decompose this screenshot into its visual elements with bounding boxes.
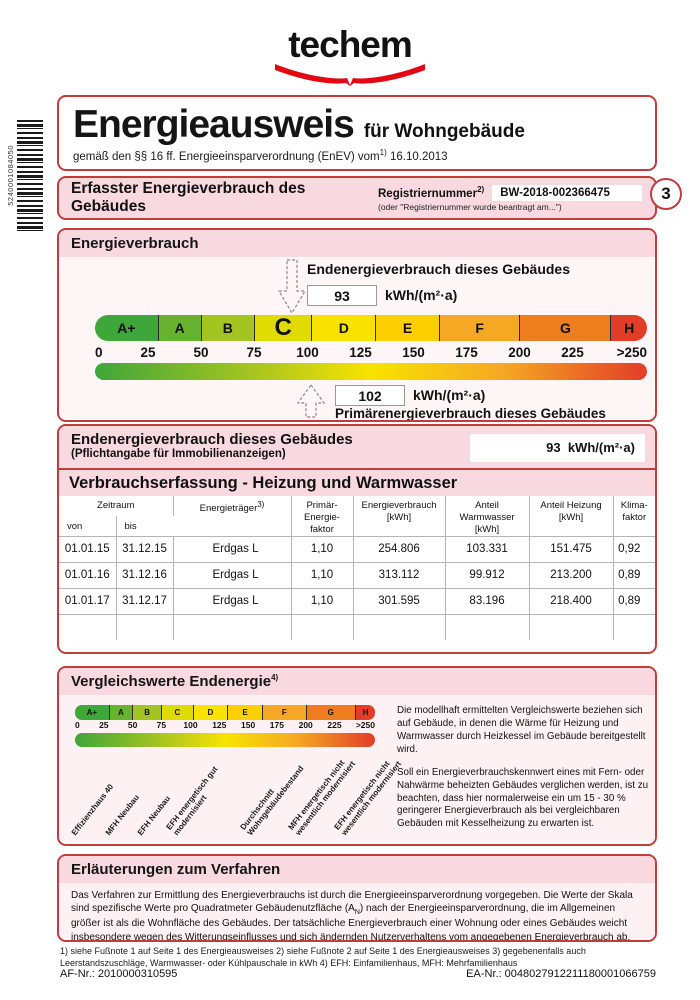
document-title: Energieausweis: [73, 103, 355, 146]
table-row: 01.01.16 31.12.16 Erdgas L 1,10 313.112 99.…: [59, 561, 655, 589]
end-energy-value: 93: [307, 285, 377, 306]
primary-energy-unit: kWh/(m²·a): [413, 387, 486, 403]
scale-gradient-bar: [95, 363, 647, 380]
col-header-energieverbrauch: Energieverbrauch [kWh]: [353, 496, 446, 537]
col-header-bis: bis: [124, 520, 137, 532]
scale-band: G: [520, 315, 612, 341]
scale-band: F: [439, 315, 521, 341]
explanation-text: Das Verfahren zur Ermittlung des Energie…: [59, 883, 655, 940]
col-header-primaerenergiefaktor: Primär- Energie- faktor: [291, 496, 354, 537]
col-header-von: von: [59, 516, 117, 537]
scale-band: A: [158, 315, 202, 341]
scale-band: A: [109, 705, 134, 720]
registration-note: (oder "Registriernummer wurde beantragt …: [378, 201, 562, 212]
scale-band: F: [262, 705, 307, 720]
comparison-paragraph-2: Soll ein Energieverbrauchskennwert eines…: [397, 766, 649, 830]
comparison-text: Die modellhaft ermittelten Vergleichswer…: [397, 705, 649, 831]
registration-number: BW-2018-002366475: [492, 184, 643, 201]
footnotes: 1) siehe Fußnote 1 auf Seite 1 des Energ…: [60, 946, 656, 969]
footnote-marker: 1): [379, 147, 387, 157]
scale-band: D: [193, 705, 229, 720]
primary-energy-label: Primärenergieverbrauch dieses Gebäudes: [335, 406, 606, 421]
comparison-paragraph-1: Die modellhaft ermittelten Vergleichswer…: [397, 705, 646, 755]
scale-band: B: [133, 705, 163, 720]
comparison-box: Vergleichswerte Endenergie4) A+ A B C D …: [57, 666, 657, 846]
explanation-section-title: Erläuterungen zum Verfahren: [59, 856, 655, 883]
footnotes-line2: Leerstandszuschläge, Warmwasser- oder Kü…: [60, 957, 518, 968]
scale-band: E: [376, 315, 440, 341]
scale-band-current: C: [254, 315, 313, 341]
scale-band: G: [306, 705, 356, 720]
end-energy-banner: Endenergieverbrauch dieses Gebäudes (Pfl…: [59, 426, 655, 470]
footnotes-line1: 1) siehe Fußnote 1 auf Seite 1 des Energ…: [60, 946, 586, 956]
scale-band: B: [201, 315, 255, 341]
table-row: 01.01.15 31.12.15 Erdgas L 1,10 254.806 103…: [59, 535, 655, 563]
techem-swoosh-icon: [275, 64, 425, 86]
energy-scale-area: Endenergieverbrauch dieses Gebäudes 93 k…: [59, 257, 655, 421]
page-number-badge: 3: [650, 178, 682, 210]
scale-band: A+: [75, 705, 110, 720]
scale-band: A+: [95, 315, 159, 341]
section-header-title: Erfasster Energieverbrauch des Gebäudes: [71, 180, 306, 215]
comparison-body: A+ A B C D E F G H 0 25 50 75 100 125: [59, 695, 655, 841]
explanation-box: Erläuterungen zum Verfahren Das Verfahre…: [57, 854, 657, 942]
regulation-line: gemäß den §§ 16 ff. Energieeinsparverord…: [73, 147, 448, 163]
col-header-energietraeger: Energieträger3): [173, 496, 292, 537]
primary-energy-value: 102: [335, 385, 405, 406]
registration-label: Registriernummer2): [378, 185, 485, 200]
scale-band: H: [611, 315, 647, 341]
comparison-section-title: Vergleichswerte Endenergie4): [59, 668, 655, 695]
table-row: 01.01.17 31.12.17 Erdgas L 1,10 301.595 83.…: [59, 587, 655, 615]
barcode-block: 5240001084050: [6, 118, 43, 233]
regulation-date: 16.10.2013: [389, 150, 448, 163]
table-row-empty: [59, 613, 655, 641]
col-header-zeitraum: Zeitraum: [59, 496, 174, 517]
techem-logo: techem: [0, 26, 700, 86]
banner-line2: (Pflichtangabe für Immobilienanzeigen): [71, 448, 286, 460]
banner-line1: Endenergieverbrauch dieses Gebäudes: [71, 431, 353, 448]
end-energy-unit: kWh/(m²·a): [385, 287, 458, 303]
scale-tick-labels: 0 25 50 75 100 125 150 175 200 225 >250: [95, 345, 647, 360]
table-section-title: Verbrauchserfassung - Heizung und Warmwa…: [59, 470, 655, 496]
barcode-number: 5240001084050: [6, 145, 15, 206]
consumption-table-box: Endenergieverbrauch dieses Gebäudes (Pfl…: [57, 424, 657, 654]
consumption-table: Zeitraum Energieträger3) Primär- Energie…: [59, 496, 655, 641]
scale-band: D: [312, 315, 377, 341]
energy-class-scale: A+ A B C D E F G H: [95, 315, 647, 341]
scale-gradient-bar: [75, 733, 375, 747]
techem-logo-text: techem: [288, 24, 413, 65]
title-box: Energieausweis für Wohngebäude gemäß den …: [57, 95, 657, 171]
registration-block: Registriernummer2) BW-2018-002366475 (od…: [378, 184, 643, 212]
primary-energy-arrow-up-icon: [296, 383, 326, 418]
col-header-klimafaktor: Klima- faktor: [620, 500, 648, 523]
scale-band: E: [228, 705, 263, 720]
col-header-anteil-heizung: Anteil Heizung [kWh]: [529, 496, 614, 537]
scale-band: H: [355, 705, 375, 720]
scale-band: C: [162, 705, 194, 720]
barcode-icon: [17, 119, 43, 232]
col-header-anteil-warmwasser: Anteil Warmwasser [kWh]: [445, 496, 530, 537]
end-energy-label: Endenergieverbrauch dieses Gebäudes: [307, 261, 570, 277]
banner-value: 93 kWh/(m²·a): [470, 434, 645, 462]
footnote-marker: 2): [477, 185, 485, 195]
energy-section-title: Energieverbrauch: [59, 230, 655, 257]
af-number: AF-Nr.: 2010000310595: [60, 968, 178, 980]
comparison-tick-labels: 0 25 50 75 100 125 150 175 200 225 >250: [75, 720, 375, 730]
section-header-box: Erfasster Energieverbrauch des Gebäudes …: [57, 176, 657, 220]
document-subtitle: für Wohngebäude: [363, 121, 525, 142]
comparison-label-area: Effizienzhaus 40 MFH Neubau EFH Neubau E…: [70, 747, 405, 839]
comparison-scale: A+ A B C D E F G H 0 25 50 75 100 125: [75, 705, 375, 747]
end-energy-arrow-down-icon: [277, 259, 307, 315]
energy-consumption-box: Energieverbrauch Endenergieverbrauch die…: [57, 228, 657, 422]
document-id-line: AF-Nr.: 2010000310595 EA-Nr.: 0048027912…: [60, 968, 656, 980]
ea-number: EA-Nr.: 0048027912211180001066759: [466, 968, 656, 980]
